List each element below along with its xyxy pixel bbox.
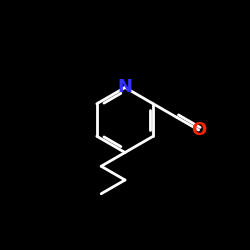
Text: N: N (118, 78, 132, 96)
Text: O: O (191, 121, 206, 139)
